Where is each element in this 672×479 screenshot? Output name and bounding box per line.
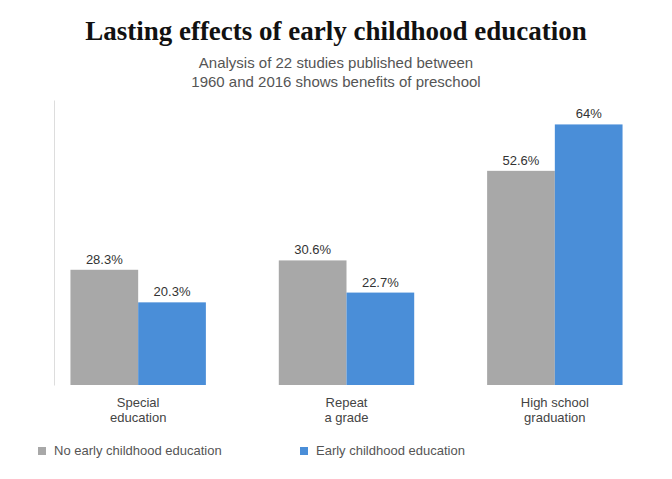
tick-label: High schoolgraduation: [521, 395, 589, 426]
bar: [138, 302, 206, 385]
chart: Lasting effects of early childhood educa…: [0, 0, 672, 479]
bars: [70, 124, 622, 385]
data-labels: 28.3% 30.6% 52.6% 20.3% 22.7% 64%: [86, 106, 602, 299]
data-label: 28.3%: [86, 252, 123, 267]
bar: [555, 124, 623, 385]
data-label: 30.6%: [294, 242, 331, 257]
data-label: 64%: [576, 106, 602, 121]
legend: No early childhood education Early childh…: [38, 443, 465, 458]
x-axis-line: [35, 385, 660, 386]
tick-label: Repeata grade: [324, 395, 368, 426]
data-label: 52.6%: [503, 153, 540, 168]
bar: [347, 293, 415, 385]
tick: Repeata grade: [324, 385, 368, 425]
data-label: 22.7%: [362, 275, 399, 290]
title: Lasting effects of early childhood educa…: [85, 16, 587, 46]
data-label: 20.3%: [154, 284, 191, 299]
bar: [487, 171, 555, 385]
bar: [279, 260, 347, 385]
bar: [70, 270, 138, 385]
tick: Specialeducation: [110, 385, 166, 425]
legend-label: Early childhood education: [316, 443, 465, 458]
legend-swatch: [38, 447, 46, 455]
y-axis: [54, 101, 55, 386]
x-axis: Specialeducation Repeata grade High school…: [35, 385, 660, 425]
subtitle: 1960 and 2016 shows benefits of preschoo…: [191, 73, 480, 90]
legend-swatch: [300, 447, 308, 455]
subtitle: Analysis of 22 studies published between: [199, 54, 473, 71]
tick-label: Specialeducation: [110, 395, 166, 426]
tick: High schoolgraduation: [521, 385, 589, 425]
legend-label: No early childhood education: [54, 443, 222, 458]
y-axis-line: [54, 101, 55, 386]
